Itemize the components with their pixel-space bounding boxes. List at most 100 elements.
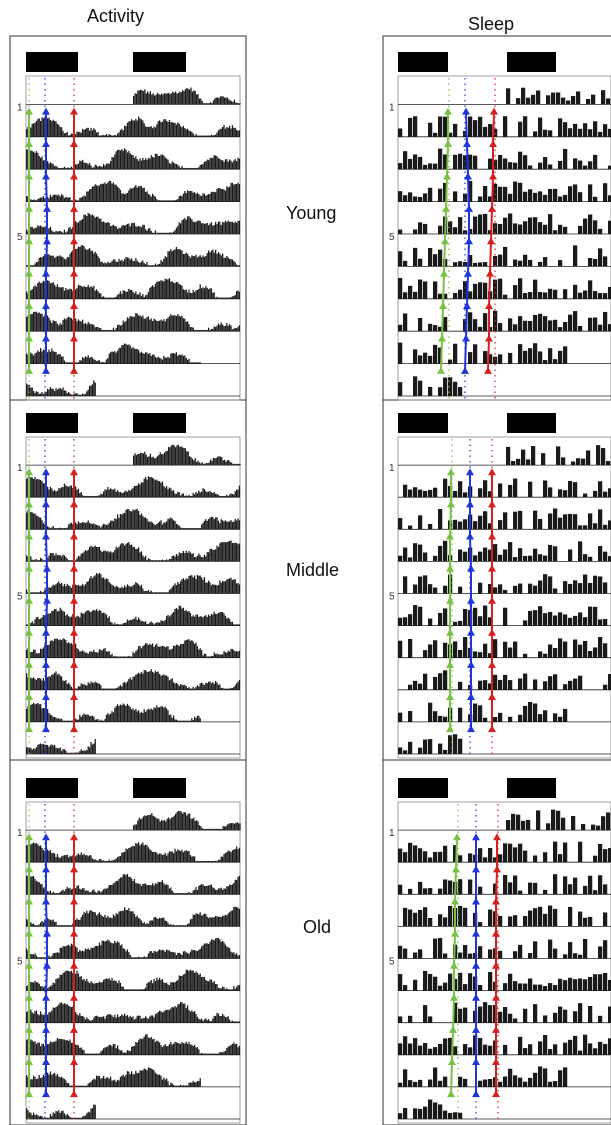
activity-middle-bar [124, 545, 126, 562]
activity-young-bar [133, 120, 136, 137]
activity-middle-bar [107, 486, 109, 498]
activity-old-bar [188, 851, 190, 863]
sleep-old-bar [571, 816, 576, 831]
activity-old-bar [136, 883, 138, 895]
activity-young-bar [121, 345, 123, 364]
activity-young-bar [139, 226, 141, 234]
activity-young-bar [110, 352, 112, 364]
sleep-middle-bar [568, 513, 573, 530]
activity-middle-bar [115, 656, 117, 658]
activity-young-bar [185, 167, 187, 170]
activity-old-bar [42, 849, 45, 863]
activity-middle-bar [30, 511, 32, 530]
activity-old-bar [149, 814, 152, 831]
activity-middle-bar [84, 714, 87, 722]
activity-old-bar [54, 1072, 56, 1087]
activity-young-bar [174, 230, 176, 234]
activity-young-bar [198, 329, 200, 332]
activity-old-bar [217, 1013, 220, 1023]
activity-old-bar [112, 943, 115, 959]
activity-old-bar [145, 1069, 147, 1087]
activity-old-bar [122, 852, 124, 863]
activity-middle-bar [26, 589, 28, 594]
activity-old-bar [210, 884, 213, 895]
sleep-young-bar [483, 351, 488, 364]
activity-young-bar [167, 251, 169, 267]
activity-old-bar [181, 954, 183, 959]
activity-old-bar [184, 850, 186, 863]
sleep-young-bar [523, 320, 528, 332]
activity-old-bar [101, 1050, 103, 1055]
sleep-young-bar [546, 95, 551, 105]
activity-middle-bar [154, 670, 157, 690]
activity-old-bar [133, 1019, 136, 1023]
sleep-middle-bar [581, 458, 586, 466]
activity-young-bar [233, 328, 235, 332]
activity-old-bar [131, 1046, 133, 1055]
activity-middle-bar [175, 554, 178, 562]
activity-young-day-tick-1: 1 [17, 102, 23, 113]
activity-young-bar [178, 354, 180, 364]
sleep-middle-bar [583, 640, 588, 658]
sleep-young-bar [433, 344, 438, 364]
activity-middle-bar [62, 554, 64, 562]
activity-middle-bar [154, 560, 157, 562]
activity-old-bar [97, 1075, 99, 1087]
activity-young-bar [90, 385, 92, 396]
activity-old-bar [108, 1044, 110, 1055]
activity-middle-bar [219, 456, 222, 466]
activity-old-bar [136, 1042, 138, 1055]
sleep-middle-bar [438, 673, 443, 690]
activity-old-bar [118, 1080, 120, 1087]
activity-young-bar [51, 196, 53, 202]
activity-middle-bar [237, 489, 239, 498]
activity-young-bar [48, 389, 50, 396]
activity-old-bar [56, 1006, 59, 1023]
activity-middle-bar [175, 683, 178, 690]
activity-young-bar [125, 291, 127, 299]
activity-middle-bar [233, 579, 235, 594]
sleep-middle-bar [571, 461, 576, 466]
activity-middle-bar [222, 542, 224, 562]
activity-young-bar [117, 261, 119, 267]
activity-old-bar [83, 978, 85, 991]
activity-middle-bar [182, 493, 185, 498]
sleep-young-bar [418, 380, 423, 396]
activity-old-bar [213, 1015, 215, 1023]
activity-young-bar [185, 252, 187, 267]
activity-old-bar [175, 1042, 178, 1055]
activity-young-bar [52, 194, 54, 202]
activity-old-bar [86, 910, 88, 927]
activity-old-bar [33, 923, 35, 927]
sleep-old-bar [508, 916, 513, 927]
activity-young-bar [189, 167, 192, 170]
activity-young-bar [192, 192, 194, 202]
activity-young-bar [220, 224, 222, 234]
sleep-middle-bar [443, 716, 448, 722]
activity-middle-bar [166, 486, 168, 498]
activity-old-bar [86, 978, 88, 991]
activity-young-bar [140, 185, 143, 202]
activity-middle-bar [196, 715, 199, 722]
activity-young-bar [163, 319, 165, 332]
activity-middle-bar [238, 485, 241, 498]
activity-middle-bar [192, 615, 194, 626]
activity-young-bar [156, 320, 158, 332]
activity-old-bar [87, 1083, 89, 1087]
activity-middle-bar [146, 590, 148, 594]
activity-middle-bar [33, 479, 35, 498]
activity-middle-bar [180, 720, 182, 722]
activity-young-bar [93, 253, 95, 267]
activity-middle-bar [65, 527, 67, 530]
activity-young-bar [132, 120, 134, 137]
activity-young-bar [84, 286, 87, 299]
activity-young-bar [222, 221, 224, 234]
sleep-middle-bar [418, 747, 423, 754]
activity-young-red-onset-marker [70, 172, 78, 180]
activity-old-bar [125, 1015, 127, 1023]
sleep-middle-blue-onset-marker [467, 725, 475, 733]
sleep-middle-bar [563, 708, 568, 722]
activity-old-bar [147, 982, 150, 991]
activity-middle-bar [42, 523, 45, 530]
activity-middle-bar [110, 520, 112, 530]
